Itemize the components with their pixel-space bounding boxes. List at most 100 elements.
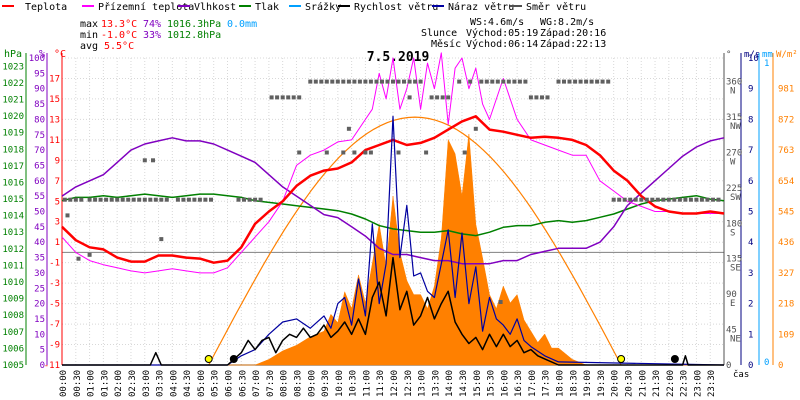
tick-label-dir-compass: N [730, 87, 735, 97]
series-smer-point [181, 197, 186, 202]
tick-label-x: 22:30 [680, 370, 690, 397]
tick-label-x: 01:30 [100, 370, 110, 397]
tick-label-dir: 360 [726, 78, 742, 88]
series-smer-point [407, 95, 412, 100]
series-smer-point [275, 95, 280, 100]
series-smer-point [380, 79, 384, 84]
tick-label-x: 16:30 [514, 370, 524, 397]
series-smer-point [628, 197, 633, 202]
series-smer-point [153, 197, 158, 202]
series-smer-point [622, 197, 627, 202]
tick-label-hum: 95 [34, 69, 45, 79]
tick-label-hpa: 1010 [2, 278, 24, 288]
tick-label-solar: 763 [778, 146, 794, 156]
series-smer-point [159, 197, 164, 202]
tick-label-hpa: 1007 [2, 328, 24, 338]
series-smer-point [313, 79, 318, 84]
sun-rise: Východ:05:19 [466, 27, 538, 39]
series-smer-point [324, 150, 329, 155]
tick-label-x: 12:30 [404, 370, 414, 397]
series-smer-point [131, 197, 136, 202]
tick-label-x: 13:00 [418, 370, 428, 397]
marker-sunset [617, 355, 626, 363]
tick-label-x: 09:30 [321, 370, 331, 397]
stats-min-temp: -1.0°C [101, 30, 137, 41]
tick-label-hum: 100 [29, 54, 45, 64]
tick-label-x: 14:30 [459, 370, 469, 397]
legend-teplota: Teplota [25, 2, 67, 13]
tick-label-hpa: 1021 [2, 95, 24, 105]
series-smer-point [418, 79, 423, 84]
axis-unit-dir: ° [726, 50, 731, 60]
series-smer-point [650, 197, 655, 202]
tick-label-wind: 9 [748, 85, 753, 95]
series-smer-point [429, 95, 434, 100]
tick-label-dir: 315 [726, 113, 742, 123]
series-smer-point [291, 95, 296, 100]
tick-label-temp: 15 [49, 95, 60, 105]
series-smer-point [352, 79, 357, 84]
series-smer-point [330, 79, 335, 84]
series-smer-point [385, 79, 390, 84]
tick-label-temp: 13 [49, 115, 60, 125]
tick-label-wind: 8 [748, 115, 753, 125]
tick-label-hum: 50 [34, 208, 45, 218]
tick-label-hpa: 1011 [2, 261, 24, 271]
tick-label-x: 08:00 [280, 370, 290, 397]
stats-min-press: 1012.8hPa [167, 30, 221, 41]
series-smer-point [490, 79, 495, 84]
axis-unit-solar: W/m² [776, 50, 798, 60]
series-smer-point [498, 300, 503, 304]
series-smer-point [716, 197, 721, 202]
tick-label-wind: 1 [748, 330, 753, 340]
series-smer-point [589, 79, 594, 84]
tick-label-dir: 180 [726, 219, 742, 229]
tick-label-dir-compass: W [730, 157, 736, 167]
axis-x-label: čas [733, 369, 749, 380]
tick-label-x: 06:30 [238, 370, 248, 397]
tick-label-rain: 1 [764, 59, 769, 69]
tick-label-x: 10:00 [335, 370, 345, 397]
series-smer-point [699, 197, 704, 202]
tick-label-x: 23:00 [693, 370, 703, 397]
series-smer-point [186, 197, 191, 202]
series-tlak-line [61, 193, 725, 237]
tick-label-x: 03:30 [156, 370, 166, 397]
series-smer-point [120, 197, 125, 202]
series-smer-point [142, 197, 147, 202]
legend-srazky: Srážky [305, 1, 341, 13]
tick-label-x: 10:30 [349, 370, 359, 397]
axis-unit-hpa: hPa [4, 49, 22, 60]
stats-max-temp: 13.3°C [101, 19, 137, 30]
tick-label-x: 00:00 [59, 370, 69, 397]
series-smer-point [319, 79, 324, 84]
series-smer-point [98, 197, 103, 202]
moon-label: Měsíc [431, 38, 461, 50]
tick-label-dir-compass: NE [730, 335, 741, 345]
series-smer-point [672, 197, 677, 202]
tick-label-x: 05:00 [197, 370, 207, 397]
series-vlhkost-line [61, 137, 725, 265]
tick-label-dir: 135 [726, 255, 742, 265]
tick-label-dir: 270 [726, 148, 742, 158]
series-sun-curve [208, 116, 622, 366]
series-smer-point [93, 197, 98, 202]
series-smer-point [534, 95, 539, 100]
tick-label-x: 12:00 [390, 370, 400, 397]
series-smer-point [242, 197, 246, 202]
tick-label-hpa: 1020 [2, 112, 24, 122]
series-smer-point [368, 79, 373, 84]
tick-label-x: 16:00 [500, 370, 510, 397]
legend-naraz: Náraz větru [448, 1, 514, 13]
tick-label-x: 05:30 [211, 370, 221, 397]
series-smer-point [363, 79, 368, 84]
tick-label-dir: 45 [726, 326, 737, 336]
tick-label-hum: 70 [34, 146, 45, 156]
tick-label-x: 14:00 [445, 370, 455, 397]
series-smer-point [286, 95, 291, 100]
series-smer-point [396, 150, 401, 155]
series-smer-point [346, 126, 351, 131]
series-smer-point [584, 79, 589, 84]
tick-label-solar: 872 [778, 115, 794, 125]
